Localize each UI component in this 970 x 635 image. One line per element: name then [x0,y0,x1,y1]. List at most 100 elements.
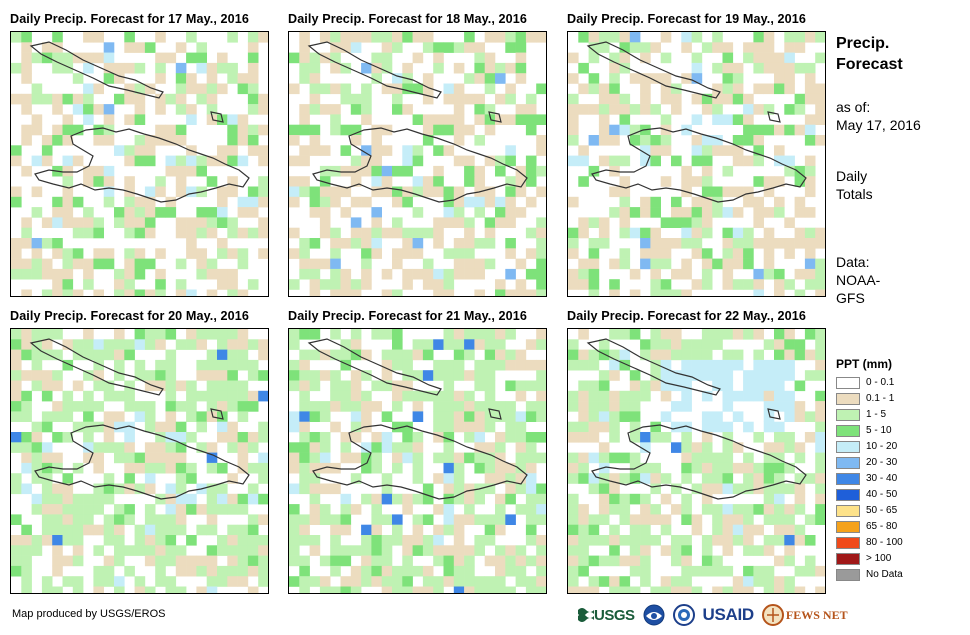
precip-cell [568,390,579,402]
precip-cell [11,390,22,402]
precip-cell [217,238,228,249]
usgs-logo: USGS [578,606,635,624]
precip-cell [443,83,455,95]
precip-cell [83,83,94,95]
precip-cell [134,207,146,218]
precip-cell [289,411,300,422]
precip-cell [309,401,321,412]
precip-cell [309,432,321,443]
precip-cell [247,390,259,402]
precip-cell [743,545,754,556]
precip-cell [691,196,703,208]
precip-cell [206,390,218,402]
precip-cell [681,42,692,53]
precip-cell [175,432,187,443]
precip-cell [722,370,734,381]
precip-cell [381,62,393,74]
precip-cell [412,145,424,156]
precip-cell [422,227,434,239]
precip-cell [319,145,331,156]
precip-cell [774,493,785,505]
precip-cell [381,227,393,239]
precip-cell [422,93,434,105]
precip-cell [134,370,146,381]
precip-cell [217,268,228,280]
precip-cell [165,483,177,495]
precip-cell [453,62,465,74]
precip-cell [681,432,692,443]
precip-cell [144,504,156,515]
precip-cell [484,32,496,43]
panel-title-3: Daily Precip. Forecast for 19 May., 2016 [567,12,806,26]
precip-cell [598,411,610,422]
precip-cell [186,390,197,402]
precip-cell [784,462,795,474]
precip-cell [464,238,475,249]
precip-cell [609,370,620,381]
precip-cell [433,576,444,587]
precip-cell [52,535,63,546]
precip-cell [319,576,331,587]
precip-cell [525,524,537,536]
precip-cell [114,145,125,156]
precip-cell [93,452,104,464]
precip-cell [681,535,692,546]
precip-cell [536,165,546,177]
precip-cell [794,268,806,280]
precip-cell [114,421,125,433]
precip-cell [340,279,352,290]
precip-cell [464,196,475,208]
precip-cell [62,217,74,228]
precip-cell [484,514,496,525]
precip-cell [568,555,579,567]
precip-cell [103,493,115,505]
precip-cell [763,473,775,484]
precip-cell [402,268,413,280]
precip-cell [340,83,352,95]
precip-cell [495,349,506,361]
precip-cell [763,370,775,381]
precip-cell [640,535,651,546]
precip-cell [258,104,268,115]
precip-cell [21,411,32,422]
precip-cell [474,73,485,84]
precip-cell [774,442,785,453]
precip-cell [505,145,516,156]
precip-cell [598,473,610,484]
precip-cell [381,535,393,546]
precip-cell [31,370,43,381]
precip-cell [609,473,620,484]
precip-cell [815,258,825,270]
precip-cell [588,421,600,433]
precip-cell [227,432,238,443]
precip-cell [619,42,631,53]
precip-cell [206,258,218,270]
precip-cell [484,104,496,115]
precip-cell [124,349,135,361]
precip-cell [186,217,197,228]
precip-cell [93,165,104,177]
precip-cell [578,155,589,167]
precip-cell [815,227,825,239]
precip-cell [588,238,600,249]
precip-cell [258,514,268,525]
precip-map-4 [10,328,269,594]
precip-cell [144,155,156,167]
precip-cell [650,504,661,515]
precip-cell [31,452,43,464]
precip-cell [784,545,795,556]
precip-cell [361,279,372,290]
precip-cell [743,227,754,239]
precip-cell [299,401,310,412]
precip-cell [114,555,125,567]
precip-cell [103,565,115,577]
precip-cell [495,504,506,515]
precip-cell [536,401,546,412]
precip-cell [330,380,341,392]
precip-cell [299,524,310,536]
precip-cell [671,93,682,105]
precip-cell [319,586,331,593]
precip-cell [72,401,84,412]
precip-cell [289,535,300,546]
precip-cell [186,504,197,515]
